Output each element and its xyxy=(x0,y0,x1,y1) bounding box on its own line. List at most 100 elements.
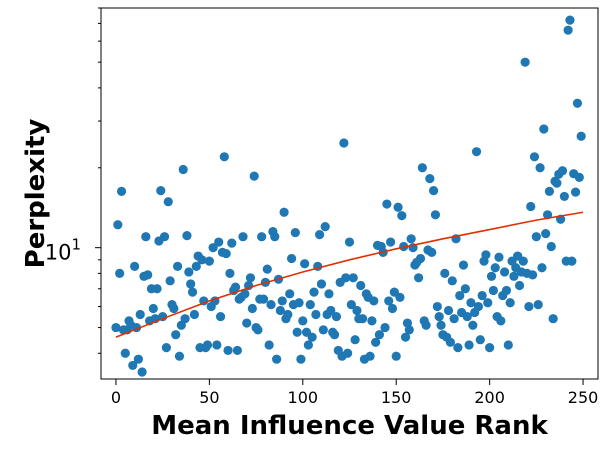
data-point xyxy=(406,234,416,244)
data-point xyxy=(311,309,321,320)
data-point xyxy=(341,273,351,283)
data-point xyxy=(462,311,472,322)
data-point xyxy=(356,280,366,291)
data-point xyxy=(202,340,213,350)
data-point xyxy=(225,268,235,278)
data-point xyxy=(161,343,171,353)
data-point xyxy=(509,271,519,281)
data-point xyxy=(458,260,469,270)
data-point xyxy=(232,345,242,356)
trend-line xyxy=(115,211,584,338)
data-point xyxy=(294,298,304,308)
data-point xyxy=(537,263,547,273)
data-point xyxy=(427,247,437,257)
data-point xyxy=(565,15,575,25)
data-point xyxy=(141,232,151,242)
x-tick-label: 100 xyxy=(288,388,319,407)
data-point xyxy=(113,220,123,230)
x-tick-label: 250 xyxy=(568,388,599,407)
data-point xyxy=(279,207,289,217)
data-point xyxy=(535,163,545,173)
data-point xyxy=(453,343,463,353)
data-point xyxy=(415,253,426,264)
data-point xyxy=(386,237,396,247)
data-point xyxy=(286,253,297,264)
data-point xyxy=(171,330,181,340)
data-point xyxy=(307,332,317,342)
data-point xyxy=(137,367,147,377)
y-tick-label-10: 101 xyxy=(45,236,81,265)
data-point xyxy=(488,285,498,296)
data-point xyxy=(475,335,485,345)
data-point xyxy=(303,340,313,350)
data-point xyxy=(499,267,510,277)
data-point xyxy=(572,98,583,108)
data-point xyxy=(357,314,368,324)
data-point xyxy=(466,298,476,308)
data-point xyxy=(576,131,586,141)
data-point xyxy=(518,256,528,266)
data-point xyxy=(242,318,252,328)
data-point xyxy=(215,311,226,322)
data-point xyxy=(367,316,377,326)
data-point xyxy=(156,186,166,196)
data-point xyxy=(305,300,315,310)
data-point xyxy=(208,243,218,253)
data-point xyxy=(494,252,504,262)
data-point xyxy=(486,271,497,281)
data-point xyxy=(277,296,287,306)
data-point xyxy=(223,345,233,356)
data-point xyxy=(440,268,450,278)
data-point xyxy=(348,273,358,283)
data-point xyxy=(318,325,328,335)
data-point xyxy=(533,300,543,310)
data-point xyxy=(344,237,355,247)
y-axis-label: Perplexity xyxy=(21,119,51,269)
data-point xyxy=(395,292,405,302)
data-point xyxy=(350,335,360,345)
data-point xyxy=(541,228,551,239)
data-point xyxy=(221,248,231,259)
data-point xyxy=(173,261,183,271)
data-point xyxy=(496,316,506,326)
data-point xyxy=(430,210,441,220)
data-point xyxy=(180,314,190,324)
data-point xyxy=(563,25,573,35)
data-point xyxy=(460,284,470,294)
data-point xyxy=(434,311,444,322)
data-point xyxy=(552,178,562,188)
data-point xyxy=(300,259,310,269)
data-point xyxy=(528,270,538,280)
data-point xyxy=(191,261,201,271)
data-point xyxy=(152,284,162,294)
data-point xyxy=(544,186,555,196)
data-point xyxy=(391,351,401,361)
x-axis: 0 50 100 150 200 250 xyxy=(111,379,598,407)
data-point xyxy=(432,301,442,312)
data-point xyxy=(116,186,127,196)
data-point xyxy=(326,305,336,316)
data-point xyxy=(471,147,482,157)
data-point xyxy=(135,309,145,320)
data-point xyxy=(445,337,455,347)
data-point xyxy=(559,191,569,202)
data-point xyxy=(178,164,188,175)
data-point xyxy=(421,320,431,330)
data-point xyxy=(197,255,207,265)
x-tick-label: 0 xyxy=(111,388,121,407)
data-point xyxy=(384,296,394,306)
data-point xyxy=(477,290,487,301)
data-point xyxy=(449,314,459,324)
data-point xyxy=(309,287,319,297)
data-point xyxy=(133,354,143,364)
data-point xyxy=(169,303,179,314)
data-point xyxy=(531,232,541,242)
data-point xyxy=(324,289,334,299)
data-point xyxy=(539,124,549,134)
data-point xyxy=(285,289,295,299)
data-point xyxy=(189,309,200,320)
data-point xyxy=(163,197,173,207)
data-point xyxy=(503,340,513,350)
data-point xyxy=(526,201,536,212)
x-tick-label: 50 xyxy=(199,388,219,407)
